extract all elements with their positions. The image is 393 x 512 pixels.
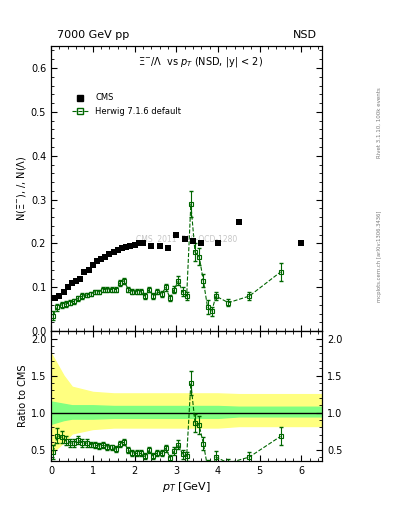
Point <box>90 261 96 269</box>
Point <box>131 241 138 249</box>
Y-axis label: N($\Xi^{-}$), /, N($\Lambda$): N($\Xi^{-}$), /, N($\Lambda$) <box>15 156 28 221</box>
Point <box>94 257 100 265</box>
Point <box>107 250 113 259</box>
Point <box>77 274 83 283</box>
Point <box>236 218 242 226</box>
Point <box>81 268 88 276</box>
Point <box>136 240 142 248</box>
X-axis label: $p_{T}$ [GeV]: $p_{T}$ [GeV] <box>162 480 211 494</box>
Text: 7000 GeV pp: 7000 GeV pp <box>57 30 129 40</box>
Point <box>98 255 104 263</box>
Legend: CMS, Herwig 7.1.6 default: CMS, Herwig 7.1.6 default <box>69 90 185 119</box>
Text: NSD: NSD <box>293 30 317 40</box>
Point <box>127 242 134 250</box>
Point <box>69 279 75 287</box>
Point <box>165 244 171 252</box>
Point <box>56 292 62 300</box>
Text: CMS  2011  PAS-QCD-1280: CMS 2011 PAS-QCD-1280 <box>136 236 237 244</box>
Point <box>52 294 59 303</box>
Point <box>110 248 117 257</box>
Point <box>298 240 305 248</box>
Point <box>64 283 71 291</box>
Point <box>123 243 129 251</box>
Point <box>198 240 204 248</box>
Y-axis label: Ratio to CMS: Ratio to CMS <box>18 365 28 427</box>
Point <box>190 237 196 245</box>
Point <box>156 242 163 250</box>
Point <box>119 244 125 252</box>
Text: mcplots.cern.ch [arXiv:1306.3436]: mcplots.cern.ch [arXiv:1306.3436] <box>377 210 382 302</box>
Point <box>148 242 154 250</box>
Point <box>115 246 121 254</box>
Point <box>173 230 179 239</box>
Text: Rivet 3.1.10, 100k events: Rivet 3.1.10, 100k events <box>377 88 382 158</box>
Point <box>61 288 67 296</box>
Point <box>73 276 79 285</box>
Point <box>86 266 92 274</box>
Point <box>102 252 108 261</box>
Point <box>215 240 221 248</box>
Point <box>182 235 188 243</box>
Text: $\Xi^{-}/\Lambda$  vs $p_{T}$ (NSD, |y| < 2): $\Xi^{-}/\Lambda$ vs $p_{T}$ (NSD, |y| <… <box>138 55 263 69</box>
Point <box>140 240 146 248</box>
